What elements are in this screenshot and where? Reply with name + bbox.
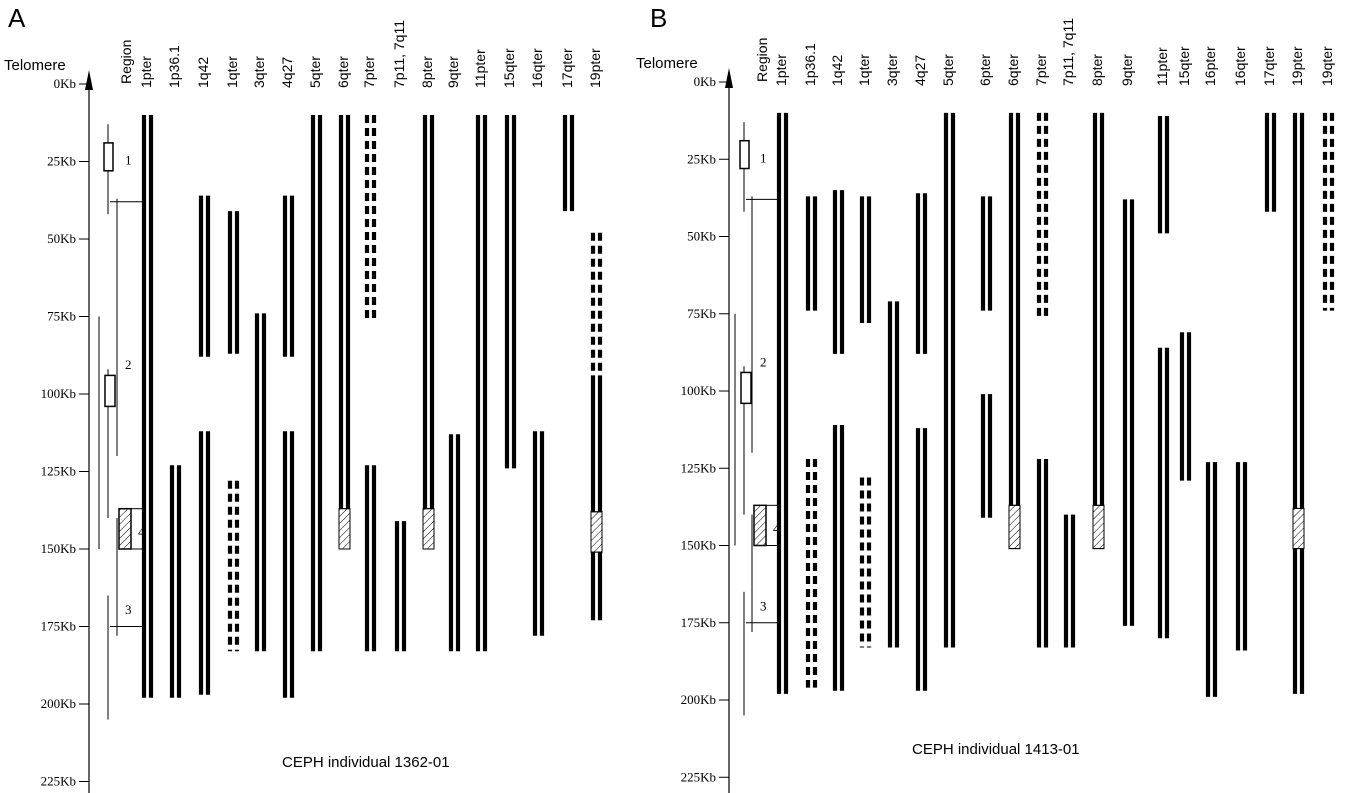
region-number: 4 (138, 525, 145, 540)
region-map: 1 2 4 3 (734, 122, 780, 716)
region-number: 4 (773, 521, 780, 536)
column-label: 6qter (335, 56, 351, 88)
column-label: 5qter (940, 54, 956, 86)
column-label: 19qter (1319, 46, 1335, 86)
tick-label: 0Kb (54, 76, 76, 91)
column-label: 1qter (856, 54, 872, 86)
panel-letter: A (8, 3, 26, 33)
axis-arrow (725, 68, 733, 88)
tick-label: 150Kb (681, 538, 716, 553)
region-box (104, 374, 116, 408)
column-label: 7p11, 7q11 (391, 20, 407, 88)
alignment-columns: 1pter 1p36.1 1q42 1qter 3qter 4q27 5qter 6pter 6… (773, 18, 1335, 697)
tick-label: 100Kb (41, 386, 76, 401)
column-label: 7p11, 7q11 (1060, 18, 1076, 86)
tick-label: 200Kb (681, 692, 716, 707)
column-label: 8pter (1089, 54, 1105, 86)
column-label: 3qter (251, 56, 267, 88)
region-map: 1 2 4 3 (98, 124, 145, 720)
region-number: 2 (760, 354, 767, 369)
repeat-hatch (1008, 504, 1021, 550)
column-label: 4q27 (279, 57, 295, 88)
column-label: 1q42 (195, 57, 211, 88)
region-number: 2 (125, 357, 132, 372)
region-4-box (118, 507, 132, 550)
column-label: 1p36.1 (166, 45, 182, 88)
tick-label: 175Kb (41, 619, 76, 634)
column-label: 7pter (1033, 54, 1049, 86)
column-label: 9qter (1119, 54, 1135, 86)
caption: CEPH individual 1362-01 (282, 754, 450, 771)
region-number: 1 (760, 150, 767, 165)
column-label: 16pter (1202, 46, 1218, 86)
region-4-box (753, 504, 767, 547)
region-number: 1 (125, 153, 132, 168)
tick-label: 100Kb (681, 383, 716, 398)
tick-label: 75Kb (47, 309, 76, 324)
region-box (740, 371, 752, 405)
tick-label: 25Kb (47, 154, 76, 169)
column-label: 19pter (587, 48, 603, 88)
axis-ticks: 0Kb 25Kb 50Kb 75Kb 100Kb 125Kb 150Kb 175Kb 200Kb… (681, 68, 733, 793)
column-label: 5qter (307, 56, 323, 88)
region-number: 3 (760, 598, 767, 613)
caption: CEPH individual 1413-01 (912, 741, 1080, 758)
alignment-columns: 1pter 1p36.1 1q42 1qter 3qter 4q27 5qter 6qter 7… (138, 20, 603, 698)
column-label: 1qter (224, 56, 240, 88)
axis-title: Telomere (636, 55, 698, 72)
column-label: 11pter (1154, 47, 1170, 86)
region-header: Region (118, 40, 134, 84)
axis-arrow (85, 70, 93, 90)
column-label: 4q27 (912, 55, 928, 86)
repeat-hatch (1092, 504, 1105, 550)
tick-label: 150Kb (41, 541, 76, 556)
axis-title: Telomere (4, 57, 66, 74)
repeat-hatch (590, 511, 603, 553)
column-label: 19pter (1289, 46, 1305, 86)
column-label: 16qter (1232, 46, 1248, 86)
column-label: 3qter (884, 54, 900, 86)
column-label: 1pter (138, 56, 154, 88)
tick-label: 0Kb (694, 74, 716, 89)
column-label: 17qter (1261, 46, 1277, 86)
column-label: 6pter (977, 54, 993, 86)
tick-label: 225Kb (681, 769, 716, 784)
repeat-hatch (422, 508, 435, 550)
column-label: 1pter (773, 54, 789, 86)
column-label: 11pter (472, 49, 488, 88)
axis-ticks: 0Kb 25Kb 50Kb 75Kb 100Kb 125Kb 150Kb 175Kb 200Kb… (41, 70, 93, 793)
column-label: 1q42 (829, 55, 845, 86)
region-header: Region (754, 38, 770, 82)
tick-label: 25Kb (687, 151, 716, 166)
tick-label: 50Kb (47, 231, 76, 246)
column-label: 1p36.1 (802, 43, 818, 86)
column-label: 17qter (559, 48, 575, 88)
column-label: 8pter (419, 56, 435, 88)
repeat-hatch (1292, 507, 1305, 550)
panel-b: B Telomere Region 0Kb25Kb50Kb75Kb100Kb12… (636, 3, 1335, 793)
tick-label: 50Kb (687, 229, 716, 244)
tick-label: 125Kb (41, 464, 76, 479)
column-label: 16qter (529, 48, 545, 88)
panel-a: A Telomere Region 0Kb25Kb50Kb75Kb100Kb12… (4, 3, 603, 793)
column-label: 6qter (1005, 54, 1021, 86)
region-box (103, 142, 114, 172)
column-label: 15qter (1176, 46, 1192, 86)
tick-label: 125Kb (681, 460, 716, 475)
tick-label: 175Kb (681, 615, 716, 630)
tick-label: 75Kb (687, 306, 716, 321)
region-number: 3 (125, 602, 132, 617)
column-label: 7pter (361, 56, 377, 88)
column-label: 9qter (445, 56, 461, 88)
panel-letter: B (650, 3, 667, 33)
tick-label: 225Kb (41, 774, 76, 789)
column-label: 15qter (501, 48, 517, 88)
tick-label: 200Kb (41, 696, 76, 711)
repeat-hatch (338, 508, 351, 550)
region-box (739, 139, 750, 170)
